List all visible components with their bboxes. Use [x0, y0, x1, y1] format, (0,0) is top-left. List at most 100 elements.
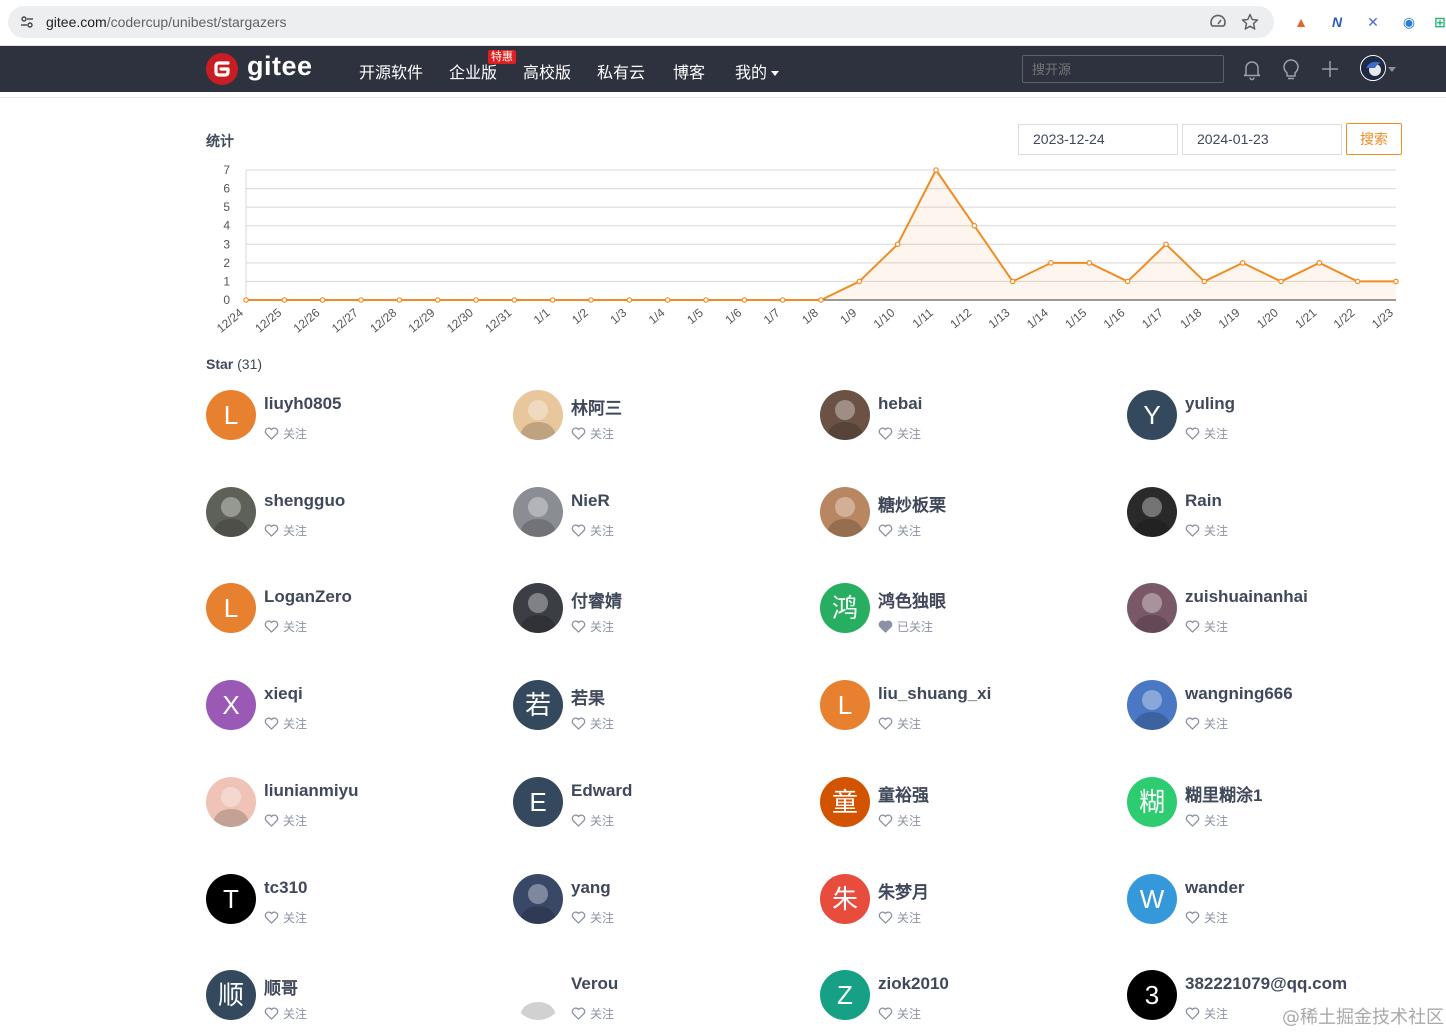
user-name-link[interactable]: 朱梦月	[878, 883, 929, 902]
bookmark-star-icon[interactable]	[1241, 13, 1259, 31]
user-name-link[interactable]: tc310	[264, 878, 308, 897]
gitee-logo-icon[interactable]	[206, 53, 238, 85]
stats-search-button[interactable]: 搜索	[1346, 123, 1402, 155]
follow-button[interactable]: 关注	[264, 618, 307, 635]
follow-button[interactable]: 关注	[878, 1005, 921, 1022]
user-name-link[interactable]: 382221079@qq.com	[1185, 974, 1348, 993]
user-avatar[interactable]	[820, 487, 870, 537]
follow-button[interactable]: 关注	[1185, 1005, 1228, 1022]
user-avatar[interactable]: X	[206, 680, 256, 730]
user-name-link[interactable]: 童裕强	[878, 786, 929, 805]
user-name-link[interactable]: Rain	[1185, 491, 1222, 510]
nav-university[interactable]: 高校版	[523, 65, 572, 82]
follow-button[interactable]: 关注	[878, 909, 921, 926]
lightbulb-icon[interactable]	[1279, 57, 1303, 81]
user-name-link[interactable]: shengguo	[264, 491, 346, 510]
user-name-link[interactable]: yuling	[1185, 394, 1236, 413]
user-avatar[interactable]: 顺	[206, 970, 256, 1020]
user-name-link[interactable]: Edward	[571, 781, 633, 800]
follow-button[interactable]: 关注	[1185, 812, 1228, 829]
user-avatar[interactable]	[513, 487, 563, 537]
follow-button[interactable]: 关注	[571, 715, 614, 732]
user-name-link[interactable]: ziok2010	[878, 974, 949, 993]
user-avatar[interactable]: W	[1127, 874, 1177, 924]
address-bar[interactable]: gitee.com/codercup/unibest/stargazers	[8, 6, 1274, 38]
user-avatar[interactable]: Z	[820, 970, 870, 1020]
user-avatar[interactable]: T	[206, 874, 256, 924]
user-name-link[interactable]: hebai	[878, 394, 923, 413]
end-date-input[interactable]: 2024-01-23	[1182, 124, 1342, 155]
user-name-link[interactable]: liu_shuang_xi	[878, 684, 992, 703]
notification-bell-icon[interactable]	[1240, 57, 1264, 81]
user-name-link[interactable]: LoganZero	[264, 587, 352, 606]
user-avatar[interactable]: L	[206, 583, 256, 633]
user-name-link[interactable]: liuyh0805	[264, 394, 342, 413]
follow-button[interactable]: 关注	[1185, 715, 1228, 732]
user-name-link[interactable]: wander	[1185, 878, 1245, 897]
user-avatar[interactable]: 糊	[1127, 777, 1177, 827]
follow-button[interactable]: 关注	[264, 909, 307, 926]
user-avatar[interactable]: E	[513, 777, 563, 827]
extension-1-icon[interactable]: ▲	[1294, 14, 1308, 30]
user-avatar[interactable]: L	[820, 680, 870, 730]
start-date-input[interactable]: 2023-12-24	[1018, 124, 1178, 155]
follow-button[interactable]: 关注	[571, 812, 614, 829]
user-avatar[interactable]	[1127, 487, 1177, 537]
follow-button[interactable]: 关注	[1185, 618, 1228, 635]
nav-open-source[interactable]: 开源软件	[359, 65, 424, 82]
user-avatar[interactable]	[206, 777, 256, 827]
user-avatar[interactable]	[513, 970, 563, 1020]
user-name-link[interactable]: 糊里糊涂1	[1185, 786, 1263, 805]
nav-mine[interactable]: 我的	[735, 59, 780, 83]
unfollow-button[interactable]: 已关注	[878, 618, 933, 635]
user-name-link[interactable]: yang	[571, 878, 611, 897]
follow-button[interactable]: 关注	[571, 425, 614, 442]
user-avatar[interactable]: Y	[1127, 390, 1177, 440]
user-name-link[interactable]: 付睿婧	[571, 592, 622, 611]
user-name-link[interactable]: xieqi	[264, 684, 303, 703]
user-name-link[interactable]: NieR	[571, 491, 610, 510]
follow-button[interactable]: 关注	[878, 812, 921, 829]
user-avatar[interactable]: 朱	[820, 874, 870, 924]
user-name-link[interactable]: liunianmiyu	[264, 781, 359, 800]
performance-icon[interactable]	[1209, 13, 1227, 31]
extension-5-icon[interactable]: ⊞	[1434, 14, 1446, 30]
user-avatar[interactable]	[1127, 680, 1177, 730]
nav-private-cloud[interactable]: 私有云	[597, 65, 646, 82]
user-name-link[interactable]: 糖炒板栗	[878, 496, 946, 515]
site-settings-icon[interactable]	[20, 15, 34, 29]
follow-button[interactable]: 关注	[571, 909, 614, 926]
user-name-link[interactable]: wangning666	[1185, 684, 1293, 703]
follow-button[interactable]: 关注	[264, 522, 307, 539]
user-avatar[interactable]	[513, 874, 563, 924]
nav-blog[interactable]: 博客	[673, 65, 706, 82]
follow-button[interactable]: 关注	[878, 715, 921, 732]
user-avatar[interactable]	[1360, 55, 1386, 81]
gitee-logo-text[interactable]: gitee	[247, 51, 313, 81]
user-name-link[interactable]: 鸿色独眼	[878, 592, 946, 611]
follow-button[interactable]: 关注	[878, 522, 921, 539]
nav-enterprise[interactable]: 企业版	[449, 65, 498, 82]
user-avatar[interactable]: L	[206, 390, 256, 440]
follow-button[interactable]: 关注	[878, 425, 921, 442]
user-name-link[interactable]: zuishuainanhai	[1185, 587, 1308, 606]
extension-3-icon[interactable]: ✕	[1367, 14, 1379, 30]
follow-button[interactable]: 关注	[571, 522, 614, 539]
user-avatar[interactable]	[206, 487, 256, 537]
user-avatar[interactable]: 鸿	[820, 583, 870, 633]
follow-button[interactable]: 关注	[571, 618, 614, 635]
user-name-link[interactable]: 若果	[571, 689, 605, 708]
user-avatar[interactable]	[820, 390, 870, 440]
follow-button[interactable]: 关注	[264, 1005, 307, 1022]
follow-button[interactable]: 关注	[264, 715, 307, 732]
url-text[interactable]: gitee.com/codercup/unibest/stargazers	[46, 14, 286, 30]
follow-button[interactable]: 关注	[264, 812, 307, 829]
user-avatar[interactable]: 3	[1127, 970, 1177, 1020]
plus-icon[interactable]	[1318, 57, 1342, 81]
user-avatar[interactable]	[1127, 583, 1177, 633]
follow-button[interactable]: 关注	[1185, 909, 1228, 926]
user-avatar[interactable]	[513, 390, 563, 440]
user-name-link[interactable]: 顺哥	[264, 979, 298, 998]
user-avatar[interactable]: 童	[820, 777, 870, 827]
user-avatar[interactable]: 若	[513, 680, 563, 730]
